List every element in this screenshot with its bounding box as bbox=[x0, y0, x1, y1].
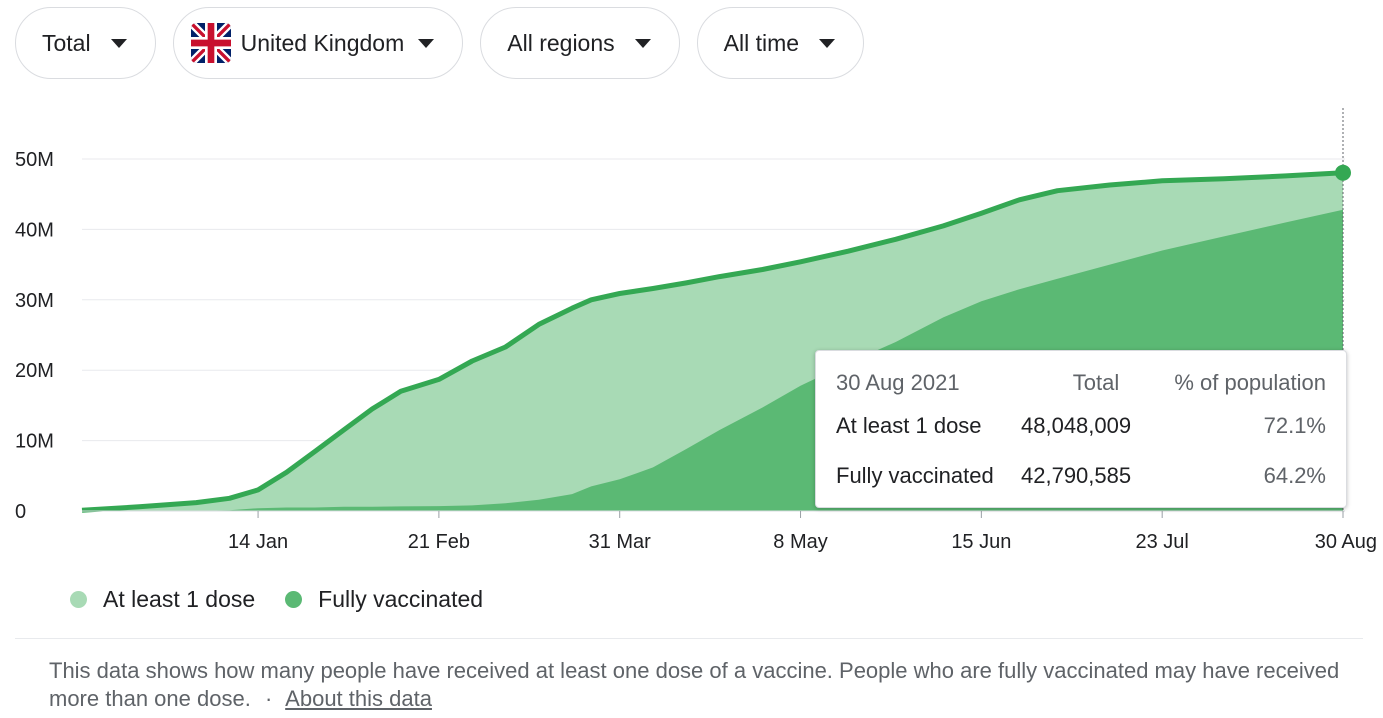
y-axis-labels: 0 10M 20M 30M 40M 50M bbox=[15, 149, 54, 523]
hover-marker bbox=[1335, 108, 1351, 511]
tooltip-row-label: At least 1 dose bbox=[836, 413, 982, 438]
legend-dot-icon bbox=[70, 591, 87, 608]
chart-legend: At least 1 dose Fully vaccinated bbox=[70, 586, 483, 613]
type-filter-dropdown[interactable]: Total bbox=[15, 7, 156, 79]
about-data-link[interactable]: About this data bbox=[285, 686, 432, 711]
caret-down-icon bbox=[418, 38, 435, 48]
tooltip-table: 30 Aug 2021 Total % of population At lea… bbox=[836, 365, 1326, 501]
caret-down-icon bbox=[634, 38, 651, 48]
divider bbox=[15, 638, 1363, 639]
period-filter-label: All time bbox=[723, 29, 800, 56]
legend-item-fully-vaccinated[interactable]: Fully vaccinated bbox=[285, 586, 483, 613]
country-filter-dropdown[interactable]: United Kingdom bbox=[172, 7, 464, 79]
region-filter-dropdown[interactable]: All regions bbox=[480, 7, 680, 79]
y-tick-label: 20M bbox=[15, 360, 54, 382]
tooltip-row-total: 48,048,009 bbox=[1021, 413, 1132, 438]
tooltip-row-first-dose: At least 1 dose 48,048,009 72.1% bbox=[836, 401, 1326, 451]
tooltip-row-label: Fully vaccinated bbox=[836, 463, 994, 488]
x-axis-labels: 14 Jan 21 Feb 31 Mar 8 May 15 Jun 23 Jul 30 Au… bbox=[228, 511, 1377, 553]
footnote-text: This data shows how many people have rec… bbox=[49, 658, 1340, 711]
x-tick-label: 23 Jul bbox=[1135, 531, 1188, 553]
x-tick-label: 30 Aug bbox=[1315, 531, 1377, 553]
caret-down-icon bbox=[819, 38, 836, 48]
footnote-separator: · bbox=[264, 686, 273, 711]
tooltip-row-pct: 72.1% bbox=[1263, 413, 1326, 438]
y-tick-label: 50M bbox=[15, 149, 54, 171]
legend-dot-icon bbox=[285, 591, 303, 608]
x-tick-label: 21 Feb bbox=[408, 531, 470, 553]
type-filter-label: Total bbox=[42, 29, 91, 56]
x-tick-label: 14 Jan bbox=[228, 531, 288, 553]
legend-label: At least 1 dose bbox=[103, 586, 256, 612]
tooltip-row-fully: Fully vaccinated 42,790,585 64.2% bbox=[836, 451, 1326, 501]
x-tick-label: 8 May bbox=[773, 531, 827, 553]
caret-down-icon bbox=[110, 38, 127, 48]
tooltip-row-total: 42,790,585 bbox=[1021, 463, 1132, 488]
filter-bar: Total United Kingdom All regions All tim… bbox=[15, 7, 865, 79]
legend-label: Fully vaccinated bbox=[318, 586, 484, 612]
uk-flag-icon bbox=[190, 23, 231, 63]
line-at-least-1-dose bbox=[81, 170, 1344, 513]
y-tick-label: 40M bbox=[15, 219, 54, 241]
region-filter-label: All regions bbox=[507, 29, 615, 56]
country-filter-label: United Kingdom bbox=[240, 29, 405, 56]
tooltip-col-total: Total bbox=[1072, 370, 1120, 395]
tooltip-col-pct: % of population bbox=[1174, 370, 1326, 395]
data-footnote: This data shows how many people have rec… bbox=[49, 657, 1349, 713]
y-tick-label: 30M bbox=[15, 290, 54, 312]
tooltip-row-pct: 64.2% bbox=[1263, 463, 1326, 488]
legend-item-first-dose[interactable]: At least 1 dose bbox=[70, 586, 255, 613]
data-tooltip: 30 Aug 2021 Total % of population At lea… bbox=[815, 350, 1347, 508]
y-tick-label: 10M bbox=[15, 431, 54, 453]
hover-point bbox=[1335, 164, 1351, 181]
y-tick-label: 0 bbox=[15, 501, 26, 523]
x-tick-label: 31 Mar bbox=[589, 531, 652, 553]
tooltip-date: 30 Aug 2021 bbox=[836, 370, 960, 395]
tooltip-header-row: 30 Aug 2021 Total % of population bbox=[836, 365, 1326, 401]
period-filter-dropdown[interactable]: All time bbox=[696, 7, 865, 79]
x-tick-label: 15 Jun bbox=[951, 531, 1011, 553]
